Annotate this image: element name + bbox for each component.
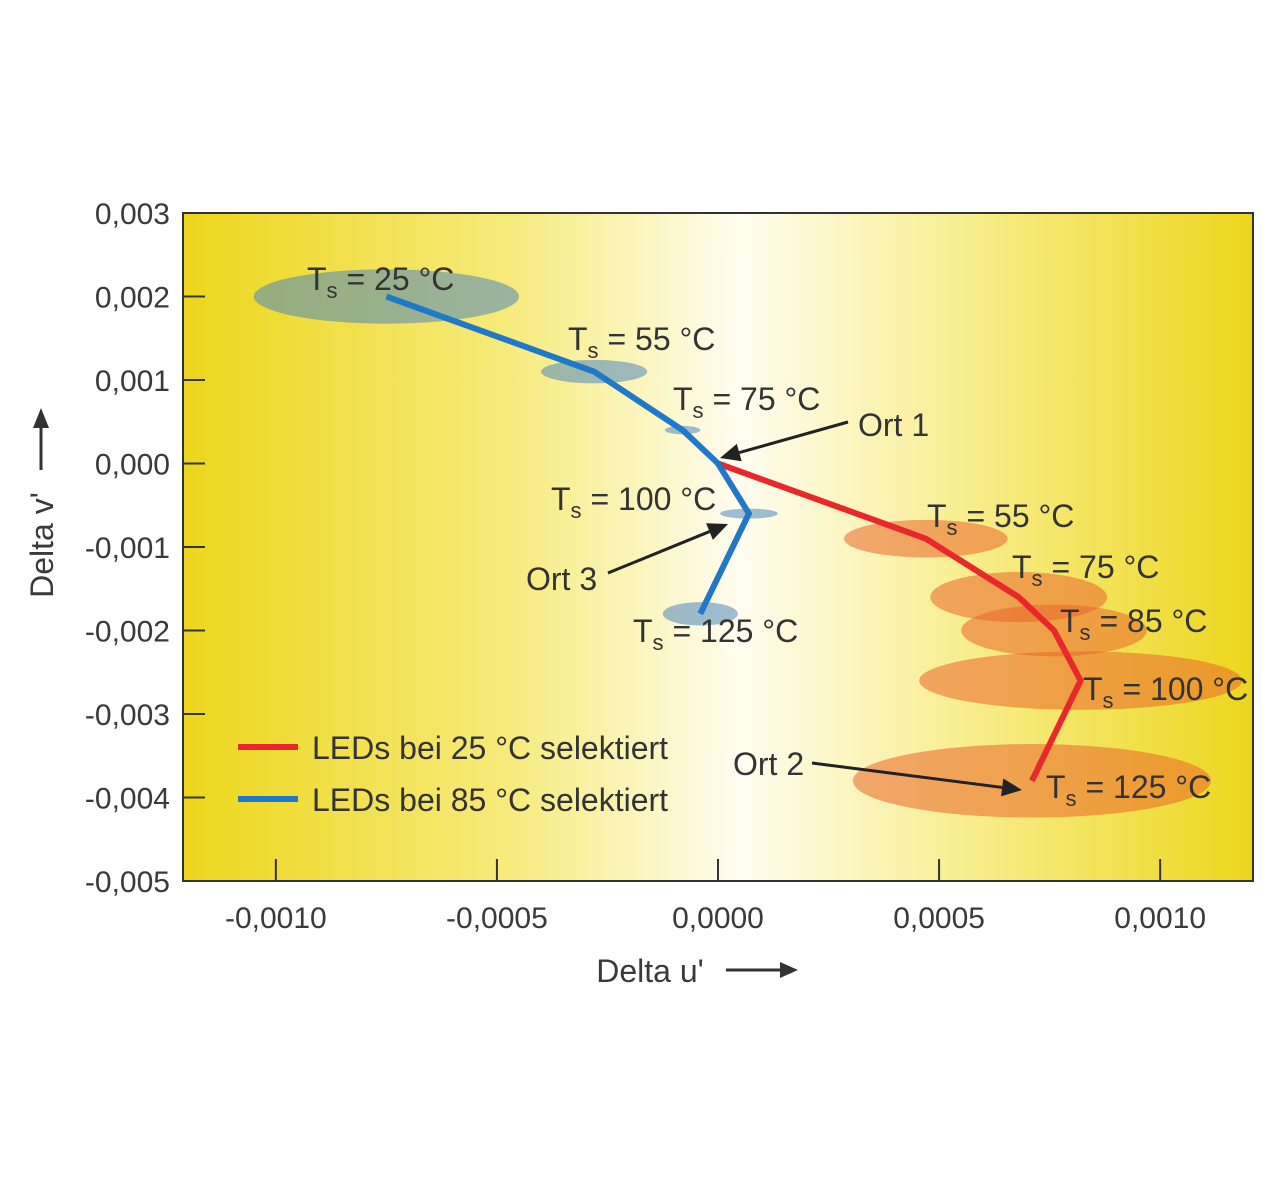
legend-label: LEDs bei 85 °C selektiert — [312, 782, 668, 818]
point-label: Ts = 85 °C — [1060, 603, 1207, 645]
y-tick-label: 0,002 — [95, 282, 170, 315]
annotation-arrow-line — [607, 530, 711, 575]
y-tick-label: -0,003 — [85, 699, 170, 732]
point-label: Ts = 125 °C — [633, 613, 798, 655]
series-lines — [385, 293, 1084, 783]
annotation-arrow-line — [811, 761, 1003, 789]
point-label: Ts = 55 °C — [927, 498, 1074, 540]
point-label: Ts = 25 °C — [307, 261, 454, 303]
series-line — [716, 460, 1084, 783]
point-label: Ts = 100 °C — [1083, 671, 1248, 713]
annotations: Ort 1 Ort 2 Ort 3 — [526, 407, 1022, 797]
x-tick-label: -0,0005 — [446, 902, 548, 935]
x-tick-label: 0,0005 — [893, 902, 985, 935]
y-tick-label: -0,001 — [85, 532, 170, 565]
axis-ticks: -0,0010 -0,0005 0,0000 0,0005 0,0010 0,003 0,0… — [85, 198, 1206, 935]
y-tick-label: 0,000 — [95, 449, 170, 482]
y-tick-label: 0,001 — [95, 365, 170, 398]
annotation-label: Ort 2 — [733, 746, 804, 782]
x-axis-arrow-icon — [726, 962, 798, 978]
annotation-label: Ort 3 — [526, 561, 597, 597]
y-tick-label: 0,003 — [95, 198, 170, 231]
annotation-label: Ort 1 — [858, 407, 929, 443]
y-axis-arrow-icon — [33, 408, 49, 470]
annotation-arrow-icon — [706, 523, 728, 540]
x-tick-label: -0,0010 — [225, 902, 327, 935]
y-tick-label: -0,005 — [85, 866, 170, 899]
point-label: Ts = 75 °C — [673, 381, 820, 423]
point-label: Ts = 100 °C — [551, 481, 716, 523]
legend: LEDs bei 25 °C selektiert LEDs bei 85 °C … — [238, 730, 668, 818]
series-line — [385, 293, 752, 616]
point-label: Ts = 75 °C — [1012, 549, 1159, 591]
point-label: Ts = 55 °C — [568, 321, 715, 363]
annotation-arrow-icon — [720, 443, 742, 462]
y-tick-label: -0,002 — [85, 616, 170, 649]
legend-label: LEDs bei 25 °C selektiert — [312, 730, 668, 766]
x-tick-label: 0,0010 — [1114, 902, 1206, 935]
y-tick-label: -0,004 — [85, 783, 170, 816]
point-labels: Ts = 55 °C Ts = 75 °C Ts = 85 °C Ts = 100 °… — [307, 261, 1248, 811]
point-label: Ts = 125 °C — [1046, 769, 1211, 811]
y-axis-label: Delta v' — [24, 492, 60, 598]
annotation-arrow-line — [738, 420, 849, 455]
annotation-arrow-icon — [1001, 778, 1022, 797]
x-tick-label: 0,0000 — [672, 902, 764, 935]
x-axis-label: Delta u' — [596, 953, 704, 989]
